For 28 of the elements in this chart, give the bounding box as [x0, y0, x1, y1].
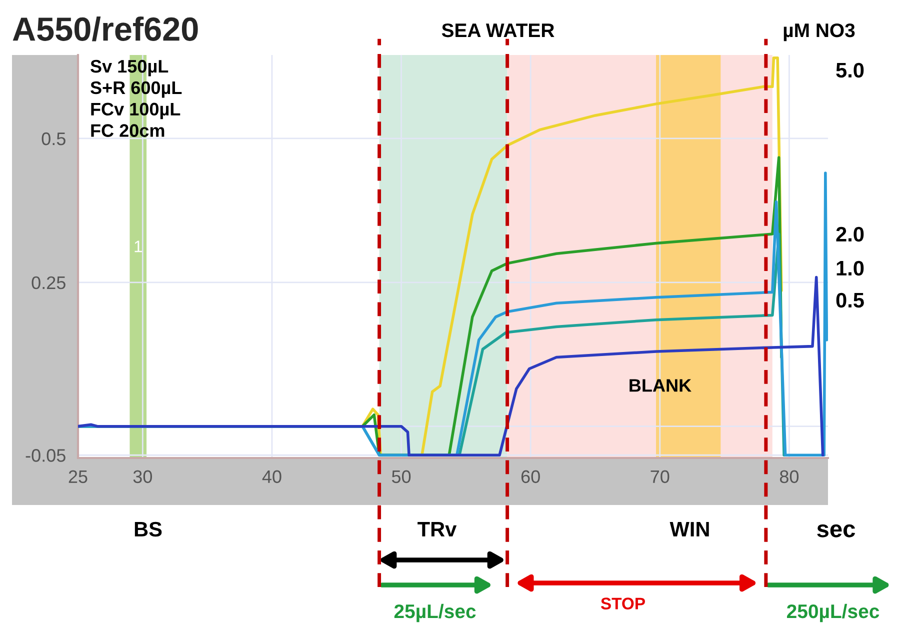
text: sec: [817, 524, 856, 538]
annotation: Sv 150µL S+R 600µL FCv 100µL FC 20cm: [90, 60, 182, 137]
text: 1.0: [836, 260, 864, 276]
text: 250µL/sec: [786, 604, 880, 622]
x-tick-label: 30: [133, 470, 152, 484]
text: SEA WATER: [442, 23, 554, 38]
text: 0.5: [836, 292, 864, 308]
text: WIN: [670, 522, 709, 536]
annotation: BLANK: [630, 379, 692, 392]
text: BS: [134, 522, 162, 537]
x-tick-label: 40: [262, 470, 282, 484]
x-tick-label: 50: [392, 470, 411, 484]
text: 25µL/sec: [394, 604, 476, 622]
text: STOP: [600, 598, 645, 610]
x-tick-label: 25: [68, 470, 88, 484]
text: 2.0: [836, 226, 864, 242]
line-series: [78, 276, 824, 457]
y-tick-label: 0.5: [42, 132, 66, 146]
text: TRv: [418, 522, 457, 536]
y-tick-label: -0.05: [26, 449, 66, 462]
x-tick-label: 70: [650, 470, 670, 484]
y-tick-label: 0.25: [32, 276, 66, 290]
x-tick-label: 80: [780, 470, 799, 484]
x-tick-label: 60: [521, 470, 540, 484]
band-label: 1: [134, 240, 142, 252]
chart-title: A550/ref620: [12, 16, 198, 42]
text: µM NO3: [784, 23, 855, 42]
text: 5.0: [836, 62, 864, 78]
